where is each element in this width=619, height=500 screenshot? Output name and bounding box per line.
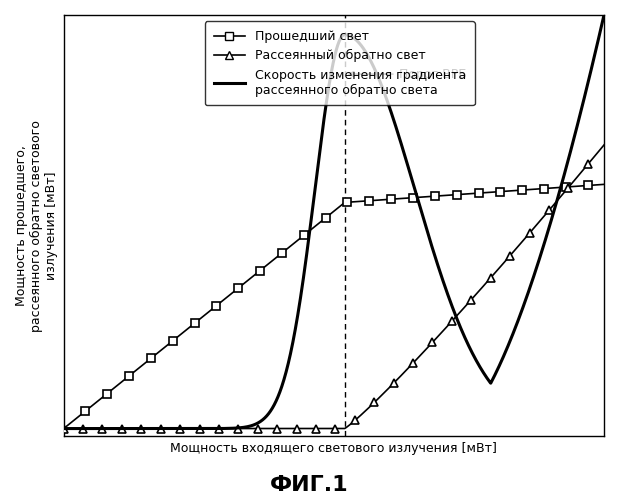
Legend: Прошедший свет, Рассеянный обратно свет, Скорость изменения градиента
рассеянног: Прошедший свет, Рассеянный обратно свет,… bbox=[205, 21, 475, 105]
X-axis label: Мощность входящего светового излучения [мВт]: Мощность входящего светового излучения [… bbox=[170, 442, 497, 455]
Y-axis label: Мощность прошедшего,
рассеянного обратно светового
излучения [мВт]: Мощность прошедшего, рассеянного обратно… bbox=[15, 120, 58, 332]
Text: Порог ВРБ: Порог ВРБ bbox=[349, 68, 467, 80]
Text: ФИГ.1: ФИГ.1 bbox=[270, 475, 349, 495]
